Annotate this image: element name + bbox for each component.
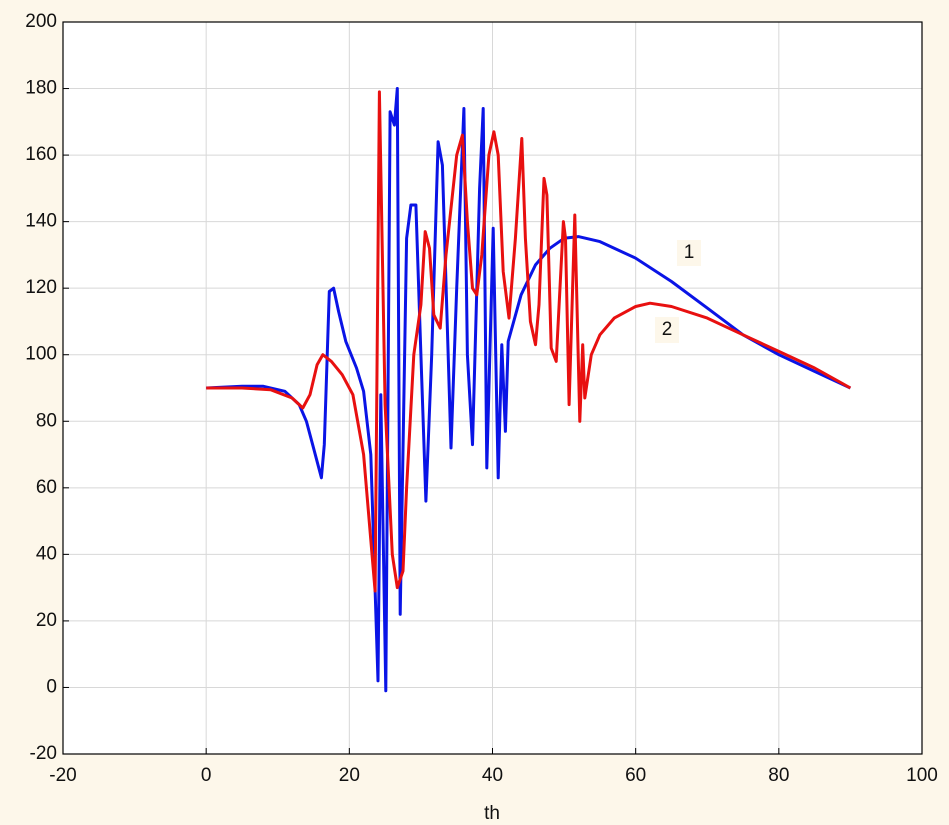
y-tick-label: 120 <box>25 277 57 298</box>
y-tick-label: 0 <box>46 676 57 697</box>
y-tick-label: 40 <box>36 543 57 564</box>
y-tick-label: 20 <box>36 610 57 631</box>
y-tick-label: 140 <box>25 211 57 232</box>
x-tick-label: 100 <box>906 765 938 786</box>
x-tick-label: 0 <box>201 765 212 786</box>
x-tick-label: 40 <box>482 765 503 786</box>
series-line <box>206 87 852 693</box>
y-tick-label: 60 <box>36 477 57 498</box>
x-axis-label: th <box>484 803 500 824</box>
x-tick-label: 20 <box>339 765 360 786</box>
y-tick-label: 160 <box>25 144 57 165</box>
y-tick-label: 100 <box>25 344 57 365</box>
y-tick-label: 180 <box>25 78 57 99</box>
plot-frame <box>62 21 923 755</box>
series-line <box>206 90 852 593</box>
y-tick-label: 200 <box>25 11 57 32</box>
x-tick-label: 60 <box>625 765 646 786</box>
annotation-box <box>677 240 701 266</box>
x-tick-label: 80 <box>768 765 789 786</box>
annotation-box <box>655 317 679 343</box>
y-tick-label: 80 <box>36 410 57 431</box>
annotation: 1 <box>684 242 695 263</box>
x-tick-label: -20 <box>49 765 76 786</box>
annotation: 2 <box>662 319 673 340</box>
y-tick-label: -20 <box>30 743 57 764</box>
